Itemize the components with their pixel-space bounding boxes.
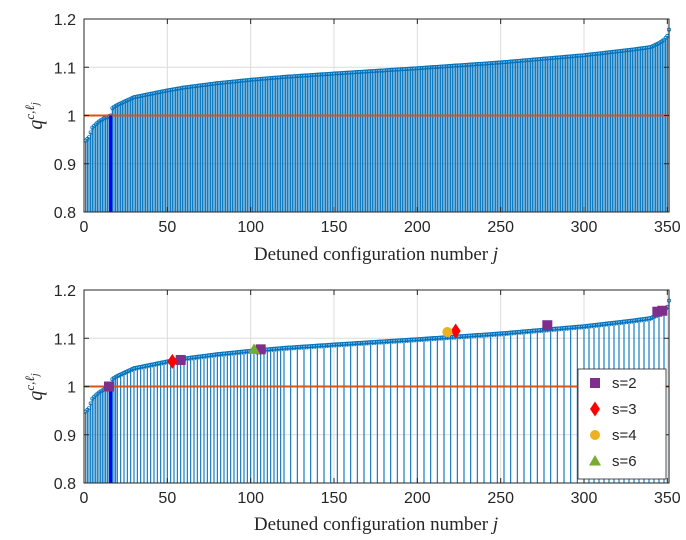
legend-entries: s=2 s=3 s=4 s=6: [589, 375, 637, 470]
x-tick-label: 300: [571, 219, 598, 236]
y-tick-label: 1.1: [54, 60, 76, 77]
x-tick-label: 350: [654, 490, 681, 507]
top-chart: 0 50 100 150 200 250 300 350 0.8 0.9 1 1.1 1.2 Detu…: [22, 12, 681, 265]
bottom-markers: [104, 305, 668, 392]
x-tick-label: 250: [487, 490, 514, 507]
y-tick-label: 1.2: [54, 283, 76, 300]
y-tick-label: 0.8: [54, 205, 76, 222]
y-tick-label: 1.1: [54, 331, 76, 348]
legend-marker-s6: [589, 455, 601, 466]
x-tick-label: 150: [321, 490, 348, 507]
bottom-x-axis-label: Detuned configuration number j: [254, 514, 498, 535]
x-tick-label: 0: [80, 219, 89, 236]
legend-marker-s2: [590, 378, 600, 388]
x-tick-label: 0: [80, 490, 89, 507]
marker-s2: [104, 381, 114, 392]
x-tick-label: 350: [654, 219, 681, 236]
legend-marker-s4: [590, 430, 600, 440]
top-stems: [83, 27, 672, 212]
legend: s=2 s=3 s=4 s=6: [577, 368, 667, 480]
x-tick-label: 50: [158, 219, 176, 236]
legend-label: s=3: [612, 401, 637, 418]
top-y-ticks: 0.8 0.9 1 1.1 1.2: [54, 12, 669, 222]
x-tick-label: 250: [487, 219, 514, 236]
y-tick-label: 0.9: [54, 157, 76, 174]
marker-s2: [657, 305, 668, 316]
y-tick-label: 0.8: [54, 476, 76, 493]
x-tick-label: 50: [158, 490, 176, 507]
y-tick-label: 1.2: [54, 12, 76, 29]
legend-label: s=4: [612, 427, 637, 444]
x-tick-label: 100: [237, 219, 264, 236]
y-tick-label: 1: [67, 380, 76, 397]
top-y-axis-label: qc,ℓj: [22, 102, 47, 129]
bottom-chart: 0 50 100 150 200 250 300 350 0.8 0.9 1 1.1 1.2 Detu…: [22, 283, 681, 535]
marker-s2: [542, 320, 553, 331]
legend-marker-s3: [590, 401, 600, 417]
marker-s3: [167, 353, 178, 369]
x-tick-label: 200: [404, 219, 431, 236]
marker-s4: [442, 326, 453, 337]
top-x-axis-label: Detuned configuration number j: [254, 244, 498, 265]
x-tick-label: 150: [321, 219, 348, 236]
x-tick-label: 200: [404, 490, 431, 507]
top-x-ticks: 0 50 100 150 200 250 300 350: [80, 19, 681, 236]
bottom-y-ticks: 0.8 0.9 1 1.1 1.2: [54, 283, 669, 493]
bottom-y-axis-label: qc,ℓj: [22, 373, 47, 400]
x-tick-label: 100: [237, 490, 264, 507]
marker-s2: [255, 344, 266, 355]
y-tick-label: 0.9: [54, 428, 76, 445]
marker-s6: [248, 343, 260, 354]
marker-s2: [175, 354, 186, 365]
legend-label: s=6: [612, 453, 637, 470]
bottom-x-ticks: 0 50 100 150 200 250 300 350: [80, 290, 681, 507]
x-tick-label: 300: [571, 490, 598, 507]
marker-s3: [450, 323, 461, 339]
y-tick-label: 1: [67, 109, 76, 126]
legend-label: s=2: [612, 375, 637, 392]
